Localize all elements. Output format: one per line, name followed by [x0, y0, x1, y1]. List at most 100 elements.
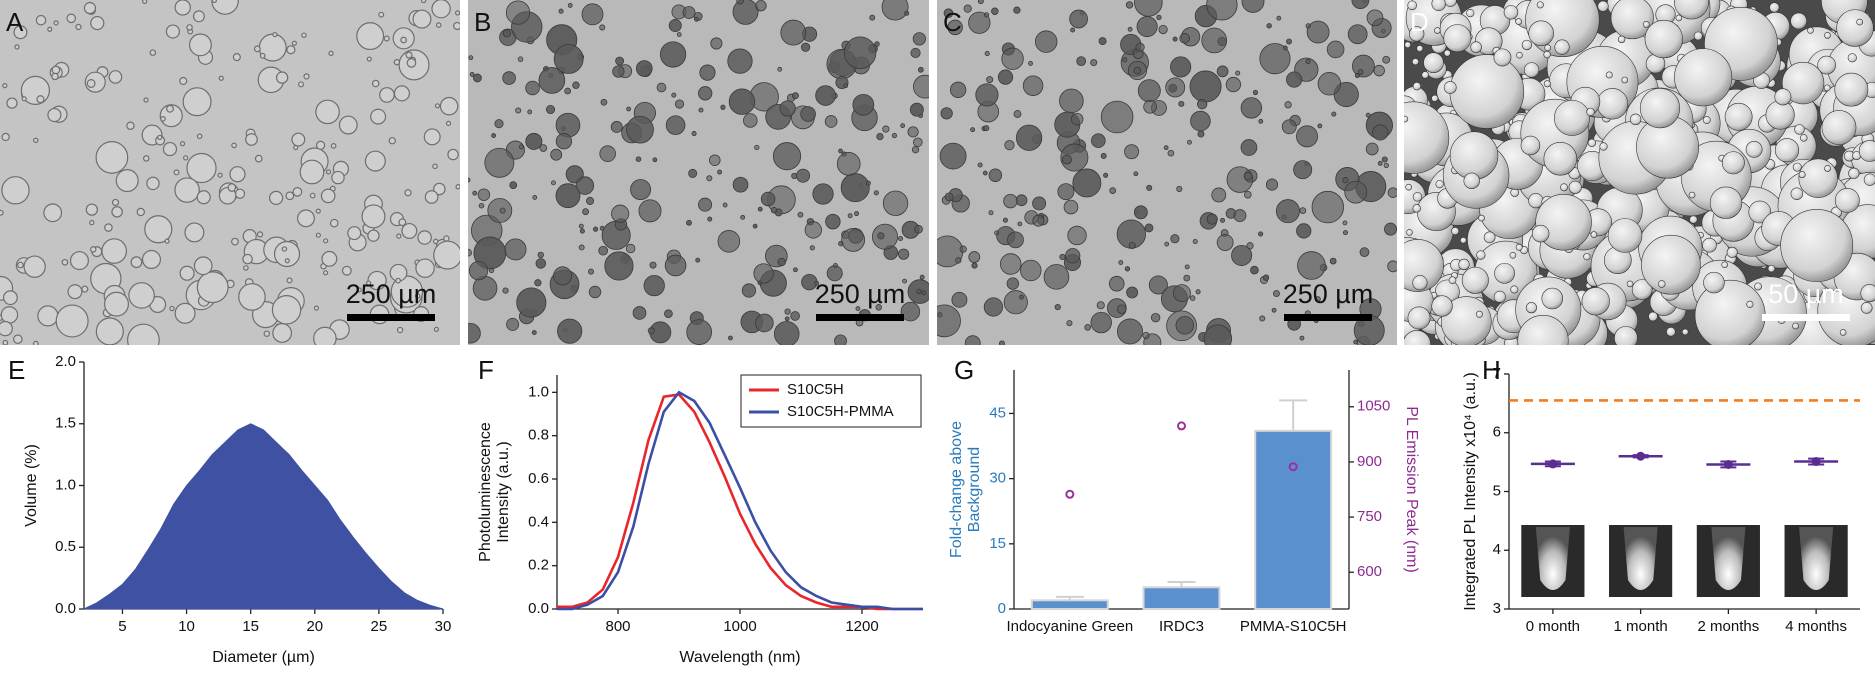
particle	[1020, 259, 1042, 282]
particle	[1517, 315, 1569, 345]
scale-bar	[347, 314, 435, 321]
particle	[792, 92, 799, 100]
particle	[1769, 2, 1780, 13]
particle	[478, 202, 485, 209]
particle	[1317, 123, 1323, 129]
particle	[592, 226, 599, 232]
particle	[433, 240, 460, 270]
particle	[1709, 186, 1743, 219]
particle	[43, 203, 63, 223]
particle	[1449, 131, 1499, 180]
y-tick-label: 1050	[1357, 398, 1390, 415]
inset-tube	[1623, 527, 1658, 590]
particle	[611, 204, 630, 223]
particle	[1466, 9, 1475, 18]
particle	[401, 222, 418, 239]
particle	[472, 190, 478, 196]
particle	[564, 87, 572, 95]
particle	[1381, 156, 1388, 163]
particle	[1754, 282, 1762, 291]
particle	[1165, 77, 1186, 98]
particle	[988, 210, 994, 216]
particle	[196, 133, 203, 140]
particle	[852, 93, 875, 116]
particle	[469, 72, 475, 77]
particle	[297, 209, 315, 228]
y-tick-label: 0.2	[528, 557, 549, 574]
particle	[1702, 237, 1717, 253]
y-tick-label: 0.0	[55, 600, 76, 617]
particle	[378, 11, 385, 18]
particle	[179, 76, 188, 86]
particle	[1406, 229, 1413, 236]
particle	[900, 123, 906, 129]
particle	[1443, 24, 1472, 53]
particle	[1241, 0, 1265, 13]
particle	[877, 232, 885, 240]
particle	[379, 87, 395, 103]
particle	[1342, 177, 1349, 184]
particle	[517, 56, 524, 62]
particle	[242, 253, 253, 265]
particle	[286, 45, 296, 55]
particle	[1365, 142, 1379, 156]
particle	[582, 208, 589, 216]
particle	[1293, 160, 1313, 180]
particle	[910, 47, 921, 59]
particle	[553, 44, 584, 74]
particle	[211, 0, 217, 4]
particle	[567, 3, 573, 8]
particle	[630, 179, 652, 201]
particle	[1493, 290, 1506, 303]
particle	[636, 60, 653, 77]
particle	[707, 216, 713, 222]
particle	[1297, 251, 1326, 280]
particle	[504, 238, 527, 261]
particle	[1449, 54, 1525, 129]
particle	[674, 99, 685, 109]
particle	[263, 330, 271, 337]
particle	[1003, 193, 1018, 209]
particle	[505, 0, 531, 25]
particle	[710, 37, 723, 50]
line	[557, 390, 923, 611]
panel-label: E	[8, 355, 25, 385]
particle	[1282, 45, 1288, 51]
particle	[1, 176, 30, 205]
particle	[1091, 133, 1106, 148]
particle	[1124, 144, 1140, 160]
particle	[773, 321, 800, 345]
particle	[809, 245, 815, 251]
particle	[1197, 130, 1205, 138]
particle	[83, 1, 97, 15]
particle	[904, 10, 910, 16]
particle	[635, 156, 642, 162]
particle	[912, 32, 926, 46]
particle	[331, 170, 345, 185]
particle	[1614, 326, 1638, 345]
particle	[1404, 41, 1412, 49]
particle	[777, 257, 786, 267]
particle	[1411, 58, 1419, 66]
particle	[943, 8, 954, 18]
particle	[1271, 307, 1277, 313]
particle	[188, 33, 212, 57]
particle	[284, 258, 290, 264]
particle	[825, 213, 841, 230]
particle	[686, 319, 713, 345]
particle	[0, 306, 19, 324]
particle	[1258, 118, 1264, 124]
particle	[1541, 287, 1564, 310]
y-tick-label: 7	[1493, 365, 1501, 382]
particle	[1681, 328, 1689, 336]
particle	[1860, 284, 1875, 303]
particle	[315, 208, 321, 214]
particle	[1746, 300, 1754, 308]
particle	[525, 132, 543, 150]
particle	[1286, 38, 1292, 45]
particle	[921, 290, 927, 296]
particle	[796, 168, 811, 183]
particle	[1748, 200, 1772, 224]
particle	[157, 134, 163, 141]
